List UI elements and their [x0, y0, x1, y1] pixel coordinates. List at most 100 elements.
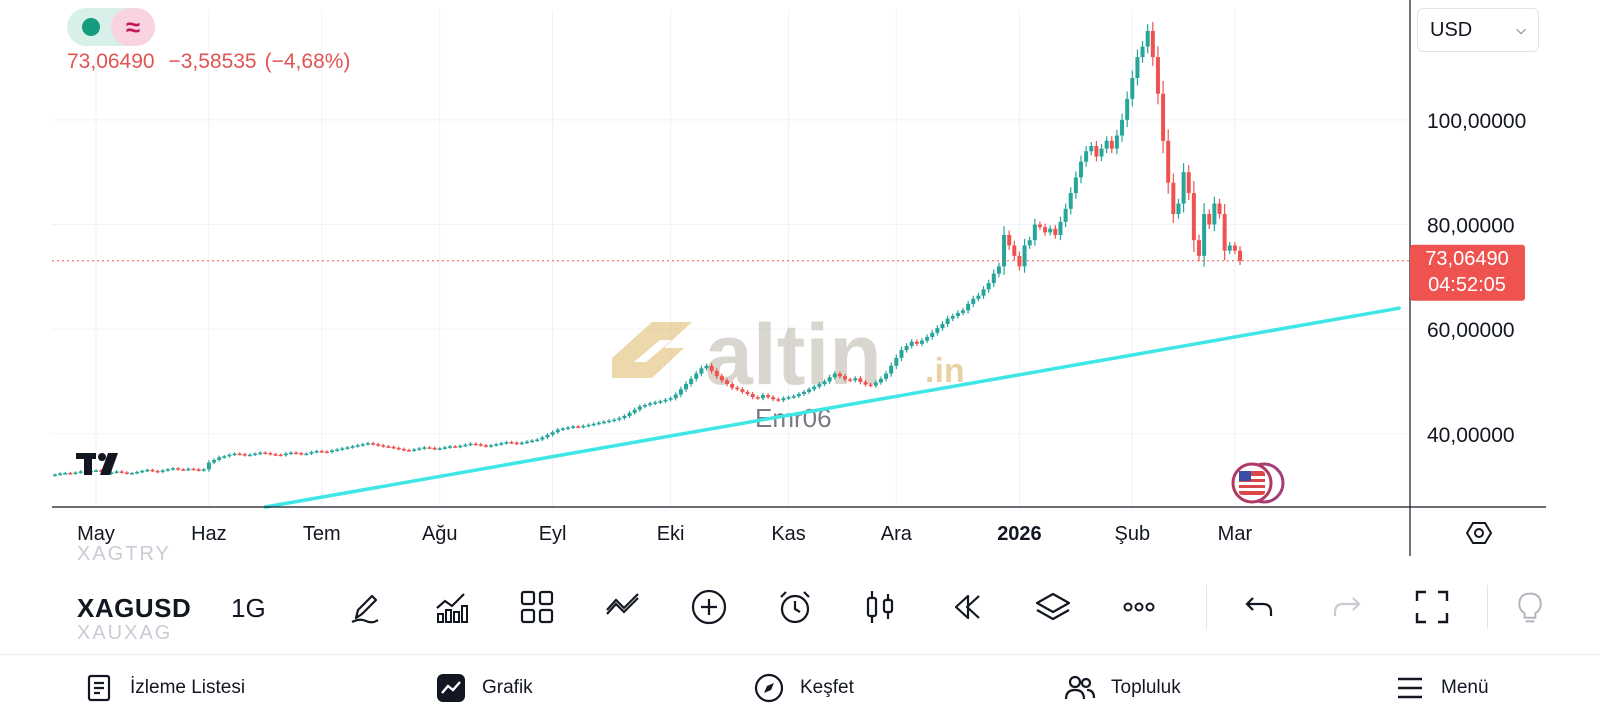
candle — [1227, 241, 1232, 255]
candle — [68, 471, 73, 475]
candle — [314, 449, 319, 454]
y-tick-label: 80,00000 — [1427, 214, 1515, 237]
candle — [919, 338, 924, 347]
candle — [1099, 144, 1104, 161]
candle — [801, 389, 806, 396]
nav-explore[interactable]: Keşfet — [752, 655, 854, 721]
x-tick-label: Şub — [1115, 523, 1151, 545]
candle — [483, 443, 488, 448]
candle — [1068, 187, 1073, 215]
candle — [437, 447, 442, 451]
symbol-name[interactable]: XAGUSD — [77, 593, 192, 623]
candle — [1196, 234, 1201, 262]
nav-chart[interactable]: Grafik — [434, 655, 533, 721]
add-icon — [691, 589, 727, 625]
candle — [771, 395, 776, 402]
candle — [884, 370, 889, 382]
more-button[interactable] — [1118, 586, 1160, 628]
candle — [1032, 218, 1037, 246]
chart-type-icon — [866, 591, 894, 623]
replay-button[interactable] — [946, 586, 988, 628]
quote-change: −3,58535 — [168, 50, 257, 73]
ideas-button[interactable] — [1513, 586, 1547, 628]
candle — [642, 403, 647, 409]
candle — [417, 447, 422, 451]
candle — [186, 467, 191, 472]
fullscreen-button[interactable] — [1411, 586, 1453, 628]
candle — [1238, 246, 1243, 266]
last-price-label: 73,06490 04:52:05 — [1410, 244, 1525, 301]
settings-icon[interactable] — [1465, 522, 1493, 544]
candle — [201, 468, 206, 472]
candle — [996, 262, 1001, 278]
candle — [1212, 196, 1217, 232]
us-flag-icon[interactable] — [1231, 462, 1285, 504]
watermark-brand: altin — [705, 307, 882, 403]
candle — [1089, 141, 1094, 156]
candle — [576, 425, 581, 429]
candle — [586, 423, 591, 428]
redo-button[interactable] — [1325, 586, 1367, 628]
add-button[interactable] — [688, 586, 730, 628]
candle — [950, 313, 955, 322]
y-tick-label: 40,00000 — [1427, 424, 1515, 447]
candle — [750, 391, 755, 400]
watchlist-icon — [82, 671, 116, 705]
chart-type-button[interactable] — [860, 586, 902, 628]
candle — [1084, 146, 1089, 167]
candle — [725, 378, 730, 387]
chart-area[interactable]: altin .in Emr06 100,00000 80,00000 60,0000… — [0, 0, 1600, 560]
candle — [812, 384, 817, 392]
candle — [1058, 216, 1063, 241]
candle — [668, 396, 673, 402]
candle — [1191, 180, 1196, 253]
candle — [453, 445, 458, 449]
layers-icon — [1035, 592, 1071, 621]
candle — [73, 471, 78, 475]
draw-tool-button[interactable] — [344, 586, 386, 628]
candle — [1002, 226, 1007, 275]
nav-community[interactable]: Topluluk — [1063, 655, 1181, 721]
candle — [689, 376, 694, 387]
undo-button[interactable] — [1239, 586, 1281, 628]
candle — [170, 467, 175, 471]
candle — [627, 410, 632, 418]
candle — [699, 365, 704, 377]
x-tick-label: Kas — [771, 523, 805, 545]
status-pill[interactable]: ≈ — [67, 8, 155, 46]
layers-button[interactable] — [1032, 586, 1074, 628]
candle — [704, 363, 709, 371]
candle — [478, 442, 483, 447]
candle — [889, 362, 894, 377]
candle — [971, 295, 976, 308]
nav-menu[interactable]: Menü — [1393, 655, 1489, 721]
candle — [827, 374, 832, 384]
candle — [124, 471, 129, 475]
nav-watchlist[interactable]: İzleme Listesi — [82, 655, 245, 721]
indicators-button[interactable] — [430, 586, 472, 628]
market-open-indicator — [82, 18, 100, 36]
toolbar-divider — [1487, 585, 1488, 629]
next-symbol[interactable]: XAUXAG — [77, 622, 173, 644]
watermark-logo-icon — [612, 322, 692, 378]
candle — [1222, 204, 1227, 261]
candle — [1202, 203, 1207, 267]
price-chart[interactable]: altin .in Emr06 100,00000 80,00000 60,0000… — [0, 0, 1600, 560]
compare-button[interactable] — [602, 586, 644, 628]
templates-button[interactable] — [516, 586, 558, 628]
candle — [1171, 173, 1176, 223]
candle — [566, 425, 570, 431]
candle — [571, 424, 576, 429]
currency-select[interactable]: USD ⌵ — [1417, 8, 1539, 52]
candle — [237, 452, 242, 456]
compare-icon — [606, 593, 639, 615]
trendline[interactable] — [263, 306, 1401, 509]
x-tick-label: Mar — [1218, 523, 1253, 545]
candle — [406, 448, 411, 452]
wave-icon[interactable]: ≈ — [111, 8, 155, 46]
alert-button[interactable] — [774, 586, 816, 628]
interval-button[interactable]: 1G — [231, 593, 266, 623]
prev-symbol[interactable]: XAGTRY — [77, 543, 171, 565]
candle — [560, 427, 565, 432]
candle — [129, 471, 134, 475]
